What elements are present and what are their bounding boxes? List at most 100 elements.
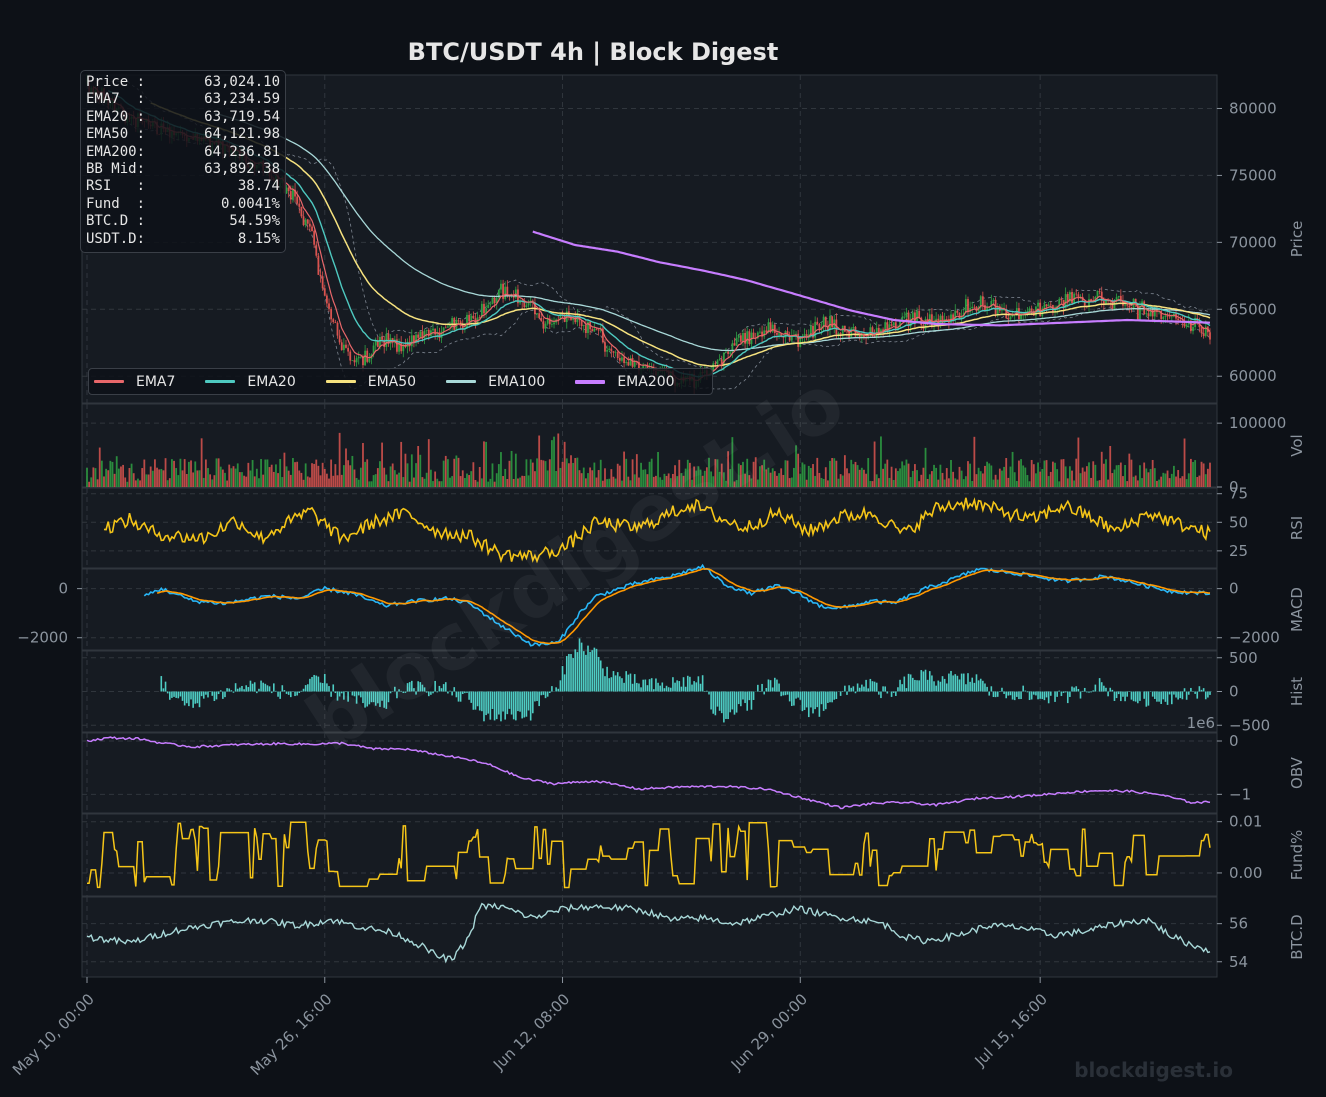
histogram-bar bbox=[236, 688, 239, 692]
candle-body bbox=[309, 223, 311, 227]
histogram-bar bbox=[438, 685, 441, 692]
volume-bar bbox=[396, 474, 398, 487]
volume-bar bbox=[171, 459, 173, 487]
volume-bar bbox=[1181, 476, 1184, 487]
volume-bar bbox=[413, 477, 415, 487]
histogram-bar bbox=[258, 688, 260, 692]
volume-bar bbox=[423, 478, 426, 487]
histogram-bar bbox=[1120, 691, 1122, 702]
volume-bar bbox=[854, 461, 857, 487]
volume-bar bbox=[1170, 473, 1173, 487]
volume-bar bbox=[453, 458, 456, 487]
volume-bar bbox=[1202, 463, 1205, 487]
histogram-bar bbox=[461, 691, 464, 695]
ytick-label-obv: −1 bbox=[1229, 785, 1251, 803]
candle-body bbox=[582, 325, 585, 327]
histogram-bar bbox=[525, 691, 528, 717]
volume-bar bbox=[572, 462, 575, 487]
volume-bar bbox=[973, 436, 976, 487]
histogram-bar bbox=[421, 684, 424, 692]
candle-body bbox=[873, 336, 876, 338]
histogram-bar bbox=[551, 686, 553, 692]
histogram-bar bbox=[226, 688, 228, 692]
info-row: EMA7 : 63,234.59 bbox=[86, 91, 280, 108]
volume-bar bbox=[224, 472, 226, 487]
candle-body bbox=[285, 187, 288, 194]
volume-bar bbox=[213, 475, 216, 487]
histogram-bar bbox=[185, 691, 188, 704]
legend-swatch bbox=[446, 380, 477, 383]
volume-bar bbox=[181, 470, 184, 487]
volume-bar bbox=[387, 481, 390, 487]
histogram-bar bbox=[464, 691, 466, 694]
histogram-bar bbox=[241, 685, 243, 692]
candle-body bbox=[1166, 315, 1169, 317]
histogram-bar bbox=[574, 649, 577, 692]
volume-bar bbox=[156, 467, 158, 487]
volume-bar bbox=[1022, 465, 1025, 487]
volume-bar bbox=[243, 475, 245, 487]
volume-bar bbox=[816, 457, 819, 487]
volume-bar bbox=[797, 453, 800, 487]
histogram-bar bbox=[831, 691, 833, 703]
candle-body bbox=[780, 333, 783, 337]
candle-body bbox=[863, 334, 865, 338]
histogram-bar bbox=[1028, 691, 1031, 701]
info-row: BB Mid: 63,892.38 bbox=[86, 161, 280, 178]
volume-bar bbox=[266, 459, 269, 487]
candle-body bbox=[882, 329, 884, 332]
histogram-bar bbox=[939, 681, 942, 692]
volume-bar bbox=[1175, 476, 1177, 487]
candle-body bbox=[495, 298, 498, 304]
histogram-bar bbox=[994, 691, 997, 698]
legend-swatch bbox=[575, 379, 606, 384]
volume-bar bbox=[523, 475, 526, 487]
candle-body bbox=[1149, 309, 1152, 317]
candle-body bbox=[336, 322, 339, 336]
info-label: RSI : bbox=[86, 178, 146, 195]
volume-bar bbox=[1026, 475, 1029, 487]
histogram-bar bbox=[389, 691, 392, 694]
histogram-bar bbox=[200, 691, 203, 697]
volume-bar bbox=[1035, 473, 1037, 487]
candle-body bbox=[1185, 324, 1188, 327]
histogram-bar bbox=[824, 691, 827, 710]
histogram-bar bbox=[841, 690, 844, 692]
histogram-bar bbox=[323, 674, 326, 692]
histogram-bar bbox=[986, 686, 988, 692]
candle-body bbox=[574, 317, 577, 323]
histogram-bar bbox=[833, 691, 836, 700]
volume-bar bbox=[151, 470, 154, 487]
histogram-bar bbox=[370, 691, 373, 703]
volume-bar bbox=[759, 466, 761, 487]
histogram-bar bbox=[589, 652, 591, 692]
histogram-bar bbox=[215, 691, 218, 700]
volume-bar bbox=[1153, 468, 1156, 487]
volume-bar bbox=[517, 478, 519, 487]
volume-bar bbox=[669, 478, 672, 487]
volume-bar bbox=[905, 459, 908, 487]
histogram-bar bbox=[442, 684, 445, 692]
candle-body bbox=[886, 322, 889, 332]
volume-bar bbox=[693, 466, 696, 487]
histogram-bar bbox=[364, 691, 366, 708]
ytick-label-vol: 0 bbox=[1229, 478, 1239, 496]
histogram-bar bbox=[330, 691, 332, 697]
candle-body bbox=[1049, 304, 1052, 306]
panel-macd: −2000 0 −2000 0 MACD bbox=[17, 563, 1306, 651]
histogram-bar bbox=[283, 690, 286, 692]
volume-bar bbox=[574, 458, 577, 487]
candle-body bbox=[888, 324, 891, 332]
histogram-bar bbox=[166, 691, 169, 694]
ytick-label-hist: 0 bbox=[1229, 683, 1239, 701]
histogram-bar bbox=[1103, 685, 1105, 692]
histogram-bar bbox=[850, 687, 853, 692]
histogram-bar bbox=[447, 691, 449, 694]
volume-bar bbox=[1071, 470, 1073, 487]
volume-bar bbox=[697, 466, 700, 487]
candle-body bbox=[440, 331, 443, 338]
volume-bar bbox=[393, 470, 396, 487]
volume-bar bbox=[652, 476, 655, 487]
volume-bar bbox=[147, 474, 150, 487]
volume-bar bbox=[618, 465, 621, 487]
